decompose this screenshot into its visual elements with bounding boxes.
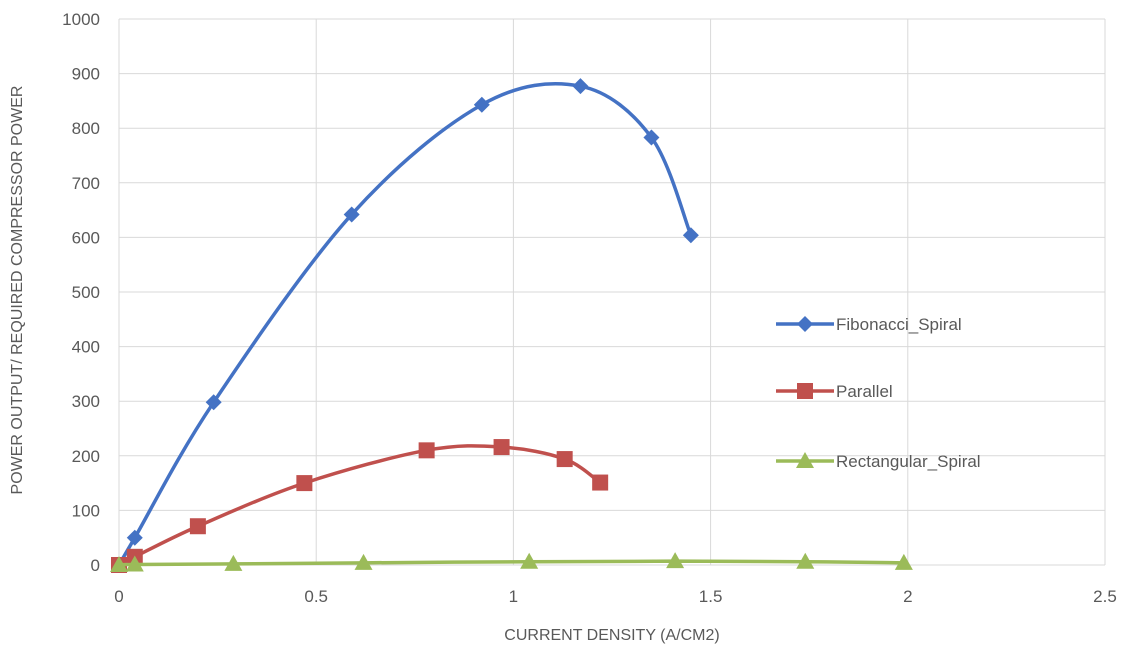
legend-marker-rectangular-spiral: [796, 452, 814, 468]
x-tick-label: 2: [903, 587, 912, 606]
y-axis-ticks: 0 100 200 300 400 500 600 700 800 900 1000: [62, 10, 100, 575]
fibonacci-spiral-point: [643, 129, 660, 146]
series-fibonacci-spiral: [111, 78, 699, 573]
rectangular-spiral-point: [520, 552, 539, 569]
y-tick-label: 1000: [62, 10, 100, 29]
rectangular-spiral-point: [894, 553, 913, 570]
y-axis-label: POWER OUTPUT/ REQUIRED COMPRESSOR POWER: [9, 86, 26, 495]
legend-item-parallel: Parallel: [776, 382, 893, 401]
fibonacci-spiral-point: [572, 78, 589, 95]
rectangular-spiral-point: [354, 553, 373, 570]
legend-item-rectangular-spiral: Rectangular_Spiral: [776, 452, 981, 471]
legend-label-parallel: Parallel: [836, 382, 893, 401]
x-tick-label: 2.5: [1093, 587, 1117, 606]
fibonacci-spiral-point: [205, 394, 222, 411]
fibonacci-spiral-line: [117, 81, 693, 567]
parallel-point: [592, 474, 609, 491]
y-tick-label: 0: [91, 556, 100, 575]
x-axis-ticks: 0 0.5 1 1.5 2 2.5: [114, 587, 1117, 606]
series-rectangular-spiral: [110, 552, 913, 572]
rectangular-spiral-point: [224, 554, 243, 571]
parallel-line: [117, 444, 602, 567]
fibonacci-spiral-point: [473, 96, 490, 113]
legend-label-rectangular-spiral: Rectangular_Spiral: [836, 452, 981, 471]
parallel-point: [189, 518, 206, 535]
legend-label-fibonacci-spiral: Fibonacci_Spiral: [836, 315, 962, 334]
y-tick-label: 300: [72, 392, 100, 411]
parallel-point: [296, 475, 313, 492]
legend-marker-parallel: [797, 383, 813, 399]
x-tick-label: 0.5: [304, 587, 328, 606]
gridlines: [118, 18, 1106, 566]
rectangular-spiral-point: [796, 552, 815, 569]
y-tick-label: 100: [72, 501, 100, 520]
x-tick-label: 1: [509, 587, 518, 606]
x-tick-label: 1.5: [699, 587, 723, 606]
series-layer: [110, 78, 913, 573]
fibonacci-spiral-point: [126, 529, 143, 546]
rectangular-spiral-point: [666, 552, 685, 569]
y-tick-label: 800: [72, 119, 100, 138]
fibonacci-spiral-point: [343, 206, 360, 223]
y-tick-label: 600: [72, 228, 100, 247]
y-tick-label: 500: [72, 283, 100, 302]
fibonacci-spiral-point: [682, 227, 699, 244]
series-parallel: [111, 439, 609, 573]
x-axis-label: CURRENT DENSITY (A/CM2): [504, 627, 719, 644]
x-tick-label: 0: [114, 587, 123, 606]
legend: Fibonacci_Spiral Parallel Rectangular_Spir…: [776, 315, 981, 471]
rectangular-spiral-point: [125, 555, 144, 572]
parallel-point: [418, 442, 435, 459]
rectangular-spiral-line: [117, 559, 906, 567]
parallel-point: [493, 439, 510, 456]
rectangular-spiral-point: [110, 556, 128, 572]
y-tick-label: 400: [72, 338, 100, 357]
y-tick-label: 900: [72, 65, 100, 84]
y-tick-label: 200: [72, 447, 100, 466]
parallel-point: [556, 451, 573, 468]
y-tick-label: 700: [72, 174, 100, 193]
legend-item-fibonacci-spiral: Fibonacci_Spiral: [776, 315, 962, 334]
legend-marker-fibonacci-spiral: [797, 316, 813, 332]
